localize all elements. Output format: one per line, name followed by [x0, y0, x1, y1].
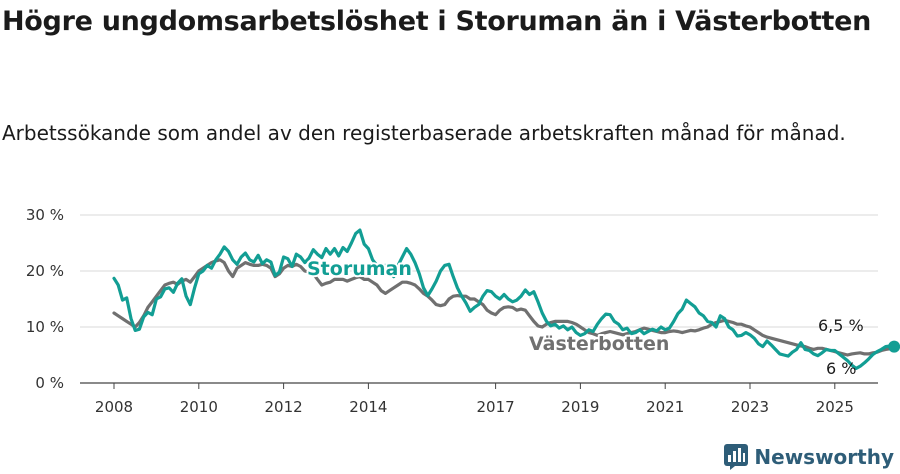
storuman-end-marker — [888, 340, 900, 353]
chart-title: Högre ungdomsarbetslöshet i Storuman än … — [2, 6, 872, 37]
x-axis-ticks: 2008 2010 2012 2014 2017 2019 2021 2023 2025 — [95, 383, 854, 416]
x-tick-label: 2010 — [180, 398, 218, 416]
label-layer: Storuman Västerbotten 6,5 % 6 % — [305, 256, 900, 378]
x-tick-label: 2025 — [816, 398, 854, 416]
x-tick-label: 2017 — [477, 398, 515, 416]
y-tick-label: 20 % — [26, 262, 64, 280]
x-tick-label: 2019 — [561, 398, 599, 416]
vasterbotten-end-label: 6 % — [826, 359, 856, 378]
series-label-vasterbotten: Västerbotten — [529, 333, 669, 355]
series-line-storuman — [112, 228, 896, 370]
x-tick-label: 2023 — [731, 398, 769, 416]
series-line-vasterbotten — [112, 258, 896, 357]
x-tick-label: 2014 — [349, 398, 387, 416]
newsworthy-logo-icon — [724, 444, 749, 470]
x-tick-label: 2021 — [646, 398, 684, 416]
series-layer — [112, 228, 896, 370]
storuman-end-label: 6,5 % — [818, 316, 864, 335]
y-tick-label: 0 % — [35, 374, 64, 392]
y-axis-ticks: 0 % 10 % 20 % 30 % — [26, 206, 64, 392]
x-tick-label: 2008 — [95, 398, 133, 416]
newsworthy-logo[interactable]: Newsworthy — [724, 443, 894, 471]
chart-subtitle: Arbetssökande som andel av den registerb… — [2, 121, 846, 145]
brand-name: Newsworthy — [754, 445, 894, 469]
x-tick-label: 2012 — [265, 398, 303, 416]
series-label-storuman: Storuman — [307, 258, 412, 280]
grid-layer — [80, 214, 878, 384]
y-tick-label: 10 % — [26, 318, 64, 336]
y-tick-label: 30 % — [26, 206, 64, 224]
